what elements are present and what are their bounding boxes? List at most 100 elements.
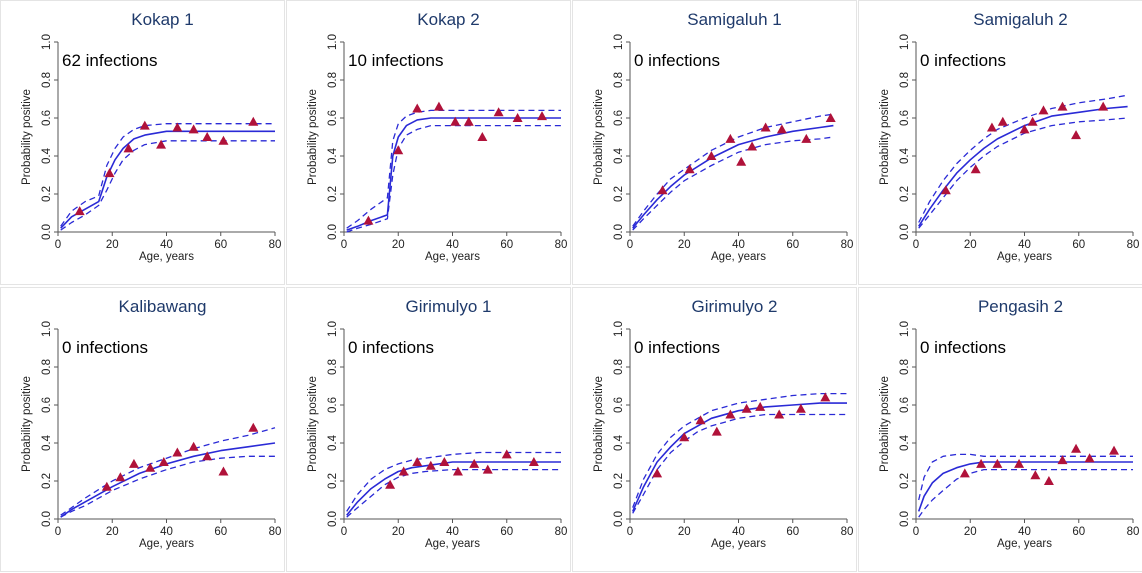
- observed-point: [997, 116, 1008, 126]
- observed-point: [970, 164, 981, 174]
- panel-svg: Girimulyo 1 0 infections 0 20 40 60 80 0.0 0.2 0.…: [286, 287, 571, 572]
- y-tick-label: 0.0: [899, 224, 911, 240]
- x-tick-label: 40: [1018, 239, 1031, 251]
- panel-title: Pengasih 2: [978, 297, 1063, 316]
- y-tick-label: 1.0: [41, 34, 53, 50]
- infection-count-label: 0 infections: [348, 338, 434, 357]
- panel-5: Kalibawang 0 infections 0 20 40 60 80 0.0 0.2 0.4…: [0, 287, 285, 572]
- observed-point: [248, 116, 259, 126]
- y-axis-label: Probability positive: [593, 89, 605, 185]
- x-tick-label: 60: [500, 526, 513, 538]
- observed-point: [477, 132, 488, 141]
- fitted-curve: [346, 117, 561, 231]
- y-tick-label: 0.6: [327, 397, 339, 413]
- x-tick-label: 0: [341, 239, 347, 251]
- panel-8: Pengasih 2 0 infections 0 20 40 60 80 0.0 0.2 0.4…: [858, 287, 1142, 572]
- x-axis-label: Age, years: [711, 251, 766, 263]
- observed-point: [74, 206, 85, 216]
- observed-point: [736, 156, 747, 166]
- y-tick-label: 0.2: [613, 473, 625, 489]
- observed-point: [747, 141, 758, 151]
- observed-point: [385, 479, 396, 489]
- x-tick-label: 0: [55, 526, 61, 538]
- y-tick-label: 0.2: [899, 186, 911, 202]
- ci-lower-line: [60, 455, 275, 518]
- y-tick-label: 0.2: [899, 473, 911, 489]
- y-tick-label: 0.8: [327, 72, 339, 88]
- x-tick-label: 20: [678, 239, 691, 251]
- observed-point: [172, 122, 183, 132]
- observed-point: [695, 415, 706, 425]
- y-axis-label: Probability positive: [307, 89, 319, 185]
- observed-point: [248, 422, 259, 432]
- infection-count-label: 0 infections: [634, 338, 720, 357]
- panel-svg: Kokap 1 62 infections 0 20 40 60 80 0.0 0.2 0.4 0.…: [0, 0, 285, 285]
- x-tick-label: 40: [160, 526, 173, 538]
- x-tick-label: 60: [786, 239, 799, 251]
- ci-lower-line: [346, 124, 561, 233]
- y-tick-label: 0.0: [899, 511, 911, 527]
- observed-point: [425, 460, 436, 470]
- x-tick-label: 80: [1127, 239, 1140, 251]
- y-tick-label: 0.8: [899, 72, 911, 88]
- y-tick-label: 1.0: [899, 321, 911, 337]
- panel-background: [286, 287, 571, 572]
- x-tick-label: 20: [678, 526, 691, 538]
- observed-point: [801, 133, 812, 143]
- observed-point: [1038, 105, 1049, 115]
- infection-count-label: 0 infections: [62, 338, 148, 357]
- observed-point: [156, 139, 167, 149]
- observed-point: [115, 472, 126, 482]
- panel-title: Samigaluh 2: [973, 10, 1068, 29]
- panel-svg: Samigaluh 1 0 infections 0 20 40 60 80 0.0 0.2 0.…: [572, 0, 857, 285]
- x-tick-label: 80: [555, 526, 568, 538]
- observed-point: [725, 409, 736, 419]
- y-tick-label: 1.0: [327, 321, 339, 337]
- x-tick-label: 60: [1072, 239, 1085, 251]
- observed-point: [755, 401, 766, 411]
- y-tick-label: 0.4: [613, 147, 625, 164]
- infection-count-label: 0 infections: [920, 51, 1006, 70]
- x-tick-label: 80: [841, 239, 854, 251]
- observed-point: [657, 185, 668, 195]
- panel-background: [572, 287, 857, 572]
- observed-point: [711, 426, 722, 436]
- panel-4: Samigaluh 2 0 infections 0 20 40 60 80 0.0 0.2 0.…: [858, 0, 1142, 285]
- observed-point: [101, 481, 112, 491]
- panel-title: Kalibawang: [119, 297, 207, 316]
- y-tick-label: 0.6: [41, 110, 53, 126]
- x-tick-label: 60: [214, 526, 227, 538]
- observed-point: [450, 116, 461, 126]
- ci-upper-line: [918, 94, 1128, 223]
- y-axis-label: Probability positive: [879, 376, 891, 472]
- ci-lower-line: [918, 117, 1128, 229]
- observed-point: [706, 151, 717, 160]
- y-tick-label: 0.0: [41, 224, 53, 240]
- observed-point: [123, 143, 134, 153]
- panel-7: Girimulyo 2 0 infections 0 20 40 60 80 0.0 0.2 0.…: [572, 287, 857, 572]
- x-axis-label: Age, years: [997, 538, 1052, 550]
- y-tick-label: 0.2: [327, 186, 339, 202]
- panel-background: [286, 0, 571, 285]
- observed-point: [760, 122, 771, 132]
- x-tick-label: 0: [913, 239, 919, 251]
- x-axis-label: Age, years: [425, 538, 480, 550]
- x-tick-label: 0: [913, 526, 919, 538]
- observed-point: [202, 451, 213, 461]
- y-axis-label: Probability positive: [307, 376, 319, 472]
- y-tick-label: 0.4: [41, 147, 53, 164]
- x-tick-label: 40: [1018, 526, 1031, 538]
- observed-point: [992, 458, 1003, 468]
- x-tick-label: 0: [341, 526, 347, 538]
- observed-point: [795, 403, 806, 413]
- observed-point: [1027, 116, 1038, 126]
- y-tick-label: 0.8: [613, 359, 625, 375]
- infection-count-label: 62 infections: [62, 51, 157, 70]
- y-tick-label: 1.0: [613, 321, 625, 337]
- observed-point: [188, 441, 199, 451]
- y-tick-label: 0.2: [41, 186, 53, 202]
- panel-title: Girimulyo 2: [692, 297, 778, 316]
- x-tick-label: 80: [1127, 526, 1140, 538]
- y-tick-label: 0.8: [327, 359, 339, 375]
